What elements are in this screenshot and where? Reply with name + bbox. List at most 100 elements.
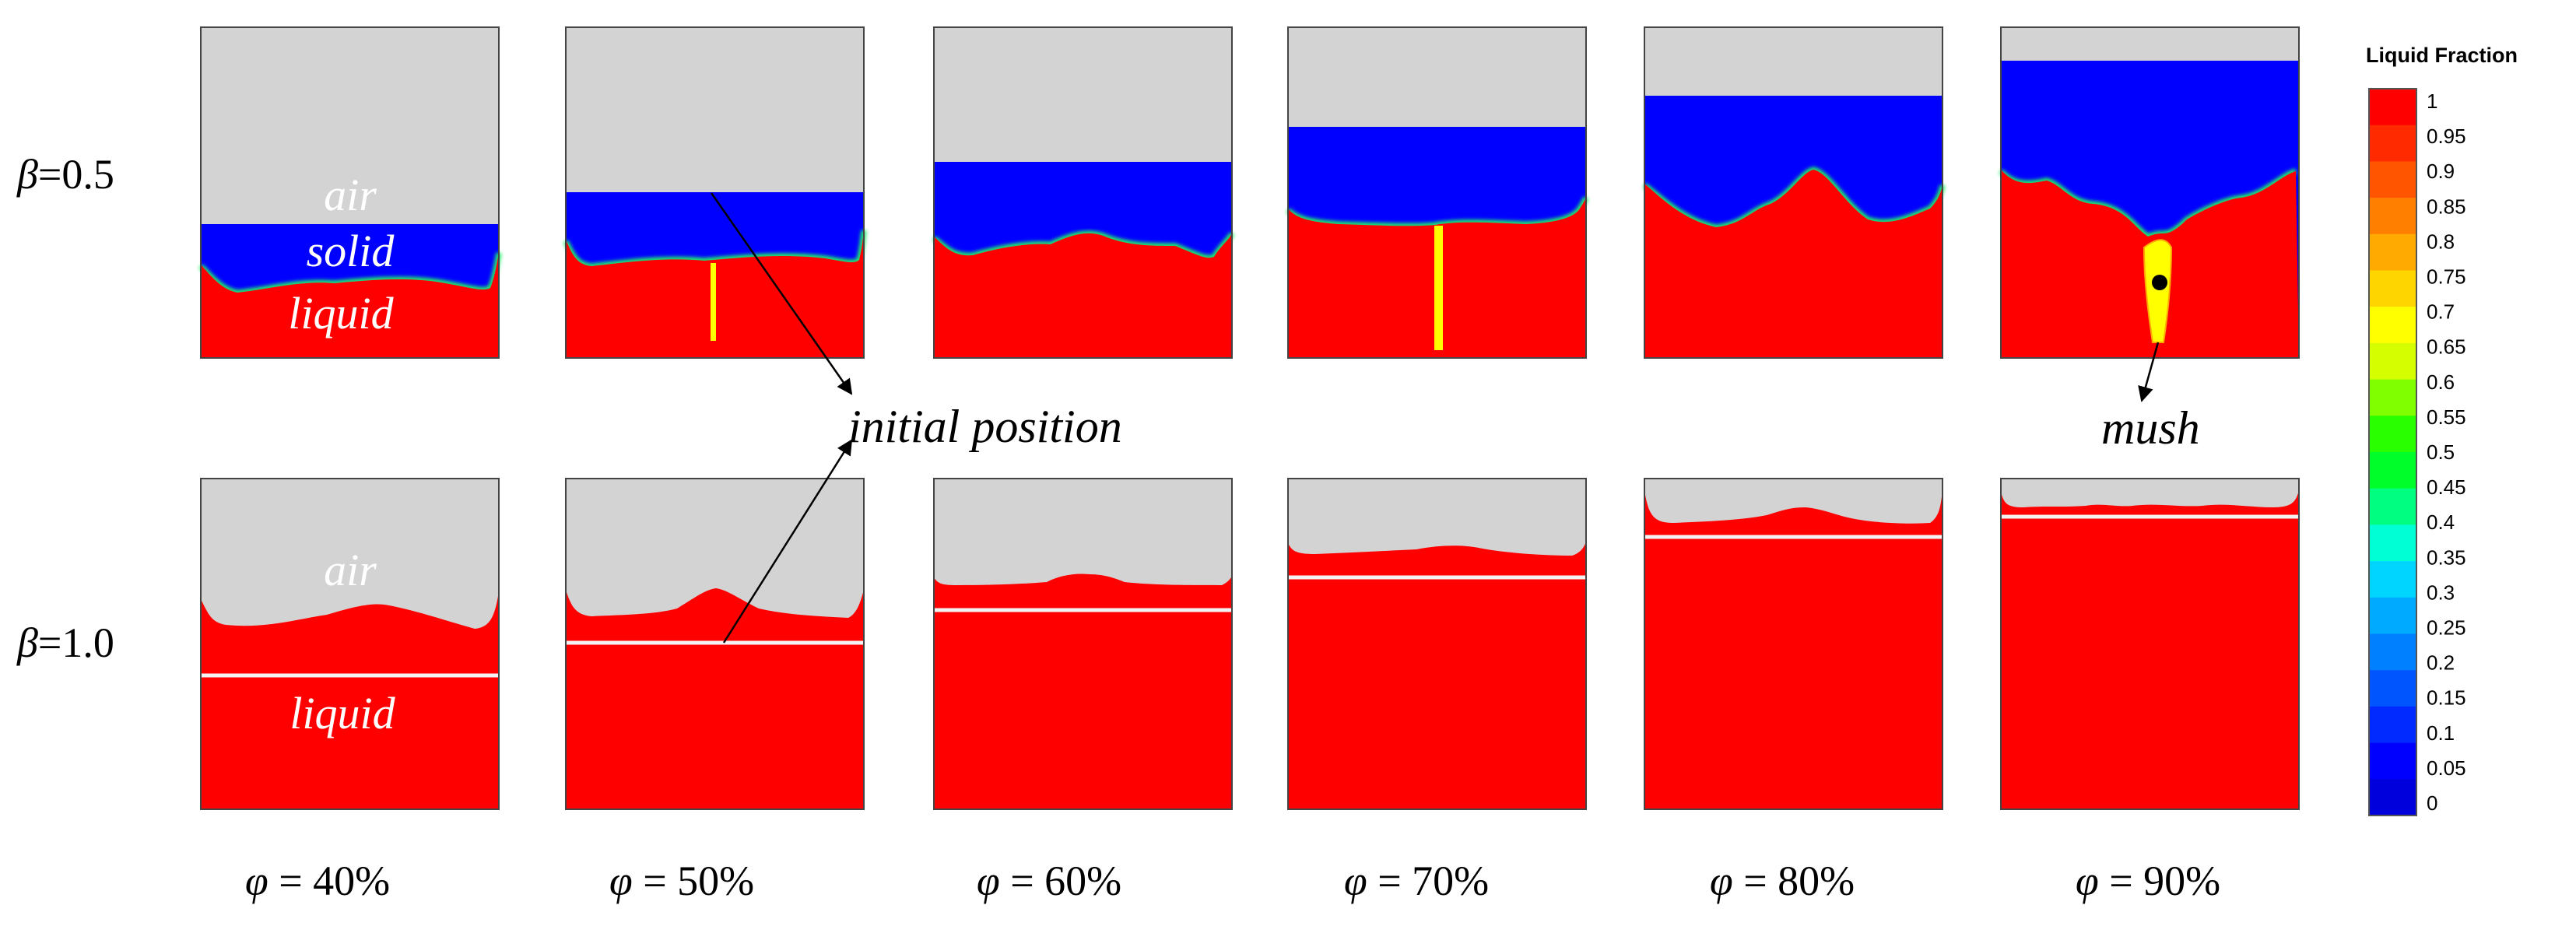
colorbar-tick-label: 0.5 (2427, 440, 2455, 464)
colorbar-band (2369, 89, 2416, 126)
column-label-phi-90: φ = 90% (2076, 858, 2220, 904)
colorbar-tick-label: 0.1 (2427, 721, 2455, 745)
mush-marker-dot (2152, 275, 2167, 290)
colorbar-band (2369, 416, 2416, 453)
colorbar-band (2369, 452, 2416, 489)
colorbar-tick-label: 0.8 (2427, 230, 2455, 253)
colorbar-frame (2368, 88, 2417, 816)
colorbar-band (2369, 524, 2416, 562)
liquid-region (934, 233, 1232, 358)
row-label-beta-0.5: β=0.5 (16, 151, 114, 198)
colorbar-tick-label: 0.2 (2427, 651, 2455, 675)
column-label-phi-70: φ = 70% (1344, 858, 1489, 904)
column-labels: φ = 40% φ = 50% φ = 60% φ = 70% φ = 80% … (245, 858, 2220, 904)
liquid-region (1644, 489, 1943, 809)
liquid-region (1644, 170, 1943, 358)
panel-beta05-phi80 (1642, 26, 1946, 359)
liquid-region (2001, 490, 2299, 809)
colorbar-band (2369, 742, 2416, 780)
panel-beta10-phi70 (1287, 478, 1587, 810)
column-label-phi-60: φ = 60% (977, 858, 1121, 904)
colorbar-tick-label: 0.35 (2427, 545, 2466, 569)
colorbar-band (2369, 161, 2416, 198)
label-air-bottom: air (324, 545, 377, 595)
mush-channel (1434, 226, 1443, 350)
label-liquid-bottom: liquid (290, 688, 395, 738)
colorbar-tick-label: 0.55 (2427, 405, 2466, 429)
colorbar-tick-label: 0.4 (2427, 510, 2455, 534)
initial-position-arrow-from-solid (710, 192, 853, 395)
colorbar-band (2369, 198, 2416, 235)
mush-channel (2143, 239, 2173, 343)
colorbar-tick-label: 0.65 (2427, 335, 2466, 359)
annotation-mush: mush (2101, 402, 2200, 454)
colorbar-tick-label: 0 (2427, 791, 2437, 815)
colorbar-tick-label: 0.05 (2427, 756, 2466, 780)
panel-beta10-phi40 (200, 478, 500, 810)
column-label-phi-40: φ = 40% (245, 858, 390, 904)
panel-border (200, 26, 500, 359)
colorbar-band (2369, 670, 2416, 707)
panel-beta05-phi70 (1286, 26, 1589, 359)
colorbar-band (2369, 270, 2416, 307)
colorbar-band (2369, 706, 2416, 744)
colorbar-band (2369, 633, 2416, 671)
mush-arrow (2138, 342, 2160, 402)
panel-beta05-phi90 (1999, 26, 2300, 359)
colorbar-tick-label: 0.75 (2427, 265, 2466, 289)
colorbar-band (2369, 125, 2416, 162)
panel-beta10-phi90 (2000, 478, 2300, 810)
liquid-region (934, 573, 1232, 809)
panel-beta10-phi50 (565, 478, 865, 810)
panel-border (1287, 26, 1587, 359)
panel-border (200, 478, 500, 810)
liquid-region (1288, 542, 1586, 809)
liquid-region (566, 588, 864, 809)
colorbar-band (2369, 597, 2416, 635)
panel-beta05-phi60 (932, 26, 1235, 359)
column-label-phi-80: φ = 80% (1710, 858, 1855, 904)
colorbar-tick-label: 0.3 (2427, 581, 2455, 604)
panel-border (1287, 478, 1587, 810)
colorbar-band (2369, 561, 2416, 598)
colorbar-ticks: 1 0.95 0.9 0.85 0.8 0.75 0.7 0.65 0.6 0.55 0.5 0.45… (2427, 89, 2466, 815)
panel-beta10-phi60 (933, 478, 1233, 810)
colorbar-band (2369, 307, 2416, 344)
panel-border (565, 478, 865, 810)
panel-beta05-phi50 (563, 26, 867, 359)
colorbar-tick-label: 0.85 (2427, 195, 2466, 218)
panel-border (933, 26, 1233, 359)
mush-channel (711, 263, 716, 341)
label-solid-top: solid (307, 226, 395, 276)
colorbar-tick-label: 0.95 (2427, 125, 2466, 148)
colorbar-tick-label: 1 (2427, 89, 2437, 113)
panel-border (933, 478, 1233, 810)
column-label-phi-50: φ = 50% (609, 858, 754, 904)
colorbar-band (2369, 379, 2416, 416)
colorbar-band (2369, 342, 2416, 381)
colorbar-band (2369, 233, 2416, 272)
colorbar-tick-label: 0.15 (2427, 686, 2466, 710)
label-air-top: air (324, 170, 377, 220)
liquid-region (201, 591, 499, 809)
panel-beta05-phi40 (198, 26, 502, 359)
colorbar-band (2369, 488, 2416, 525)
label-liquid-top: liquid (288, 288, 394, 338)
panel-border (2000, 478, 2300, 810)
panel-beta10-phi80 (1644, 478, 1943, 810)
colorbar-title: Liquid Fraction (2366, 44, 2518, 67)
panel-border (1644, 26, 1943, 359)
colorbar: Liquid Fraction 1 0.95 0.9 0.85 0.8 0.75 0.7 0.… (2366, 44, 2518, 816)
panel-border (2000, 26, 2300, 359)
colorbar-tick-label: 0.45 (2427, 475, 2466, 499)
annotation-initial-position: initial position (848, 401, 1122, 452)
panel-border (1644, 478, 1943, 810)
colorbar-tick-label: 0.7 (2427, 300, 2455, 324)
liquid-region (201, 253, 499, 358)
colorbar-tick-label: 0.25 (2427, 616, 2466, 640)
panel-border (565, 26, 865, 359)
colorbar-tick-label: 0.6 (2427, 370, 2455, 394)
colorbar-tick-label: 0.9 (2427, 160, 2455, 183)
row-label-beta-1.0: β=1.0 (16, 619, 114, 666)
